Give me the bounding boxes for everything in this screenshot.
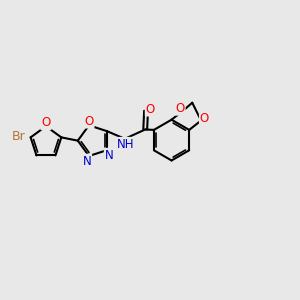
Text: O: O — [146, 103, 155, 116]
Text: Br: Br — [12, 130, 26, 143]
Text: N: N — [82, 154, 91, 168]
Text: NH: NH — [117, 138, 135, 151]
Text: O: O — [84, 115, 94, 128]
Text: O: O — [41, 116, 51, 129]
Text: O: O — [200, 112, 209, 125]
Text: N: N — [105, 149, 113, 162]
Text: O: O — [176, 102, 185, 115]
